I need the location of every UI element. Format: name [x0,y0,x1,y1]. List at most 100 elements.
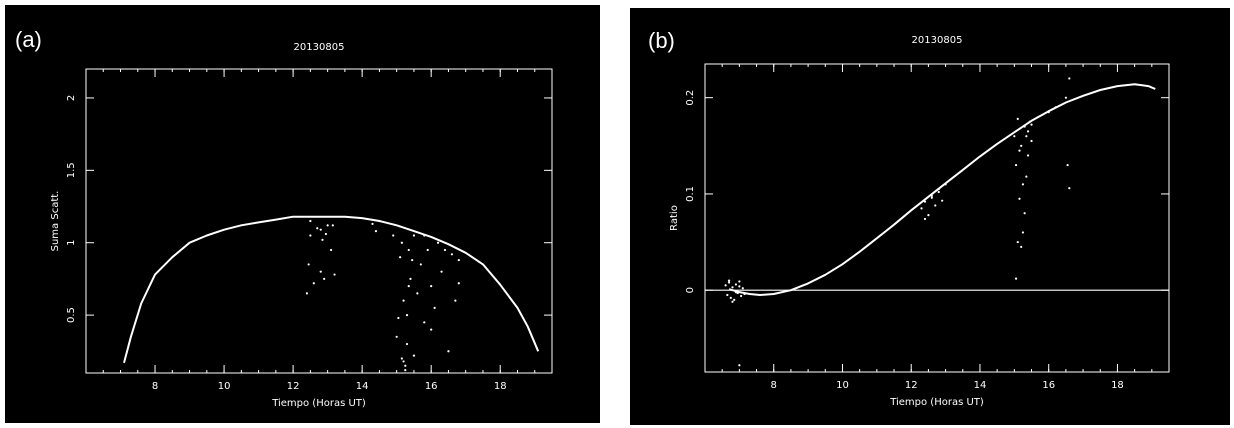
y-tick-label: 1.5 [66,162,77,178]
data-point [374,230,378,233]
data-point [944,183,947,186]
y-tick-label: 0.1 [685,186,696,202]
data-point [743,292,746,296]
data-point [739,294,743,298]
data-point [1068,77,1071,80]
data-point [1020,245,1023,248]
data-point [941,199,944,202]
data-point [726,293,729,297]
data-point [920,207,923,210]
data-point [1068,187,1071,190]
data-point [307,263,310,266]
data-point [1016,240,1019,244]
data-point [1028,120,1031,123]
data-point [411,258,414,262]
chart-title: 20130805 [912,35,963,46]
data-point [316,227,319,230]
data-point [1021,231,1025,234]
data-point [733,298,736,301]
data-point [329,248,333,252]
data-point [319,228,322,231]
data-point [402,299,405,302]
series-line [123,215,540,364]
data-point [371,222,374,225]
data-point [312,282,315,285]
data-point [1021,183,1025,186]
data-point [321,238,324,241]
data-point [729,296,732,299]
data-point [447,350,450,353]
data-point [1018,149,1021,152]
x-axis-label: Tiempo (Horas UT) [271,398,366,409]
data-point [423,234,426,237]
data-point [1066,163,1069,167]
data-point [309,219,312,223]
x-tick-label: 10 [836,380,849,391]
chart-a: 8 10 12 14 16 18 0.5 1 1.5 2 20130805 Tiempo (Horas… [50,42,553,409]
chart-b: 8 10 12 14 16 18 0 0.1 0.2 20130805 Tiempo (Horas … [669,35,1170,408]
data-point [319,270,322,273]
data-point [727,279,731,282]
panel-letter-b: (b) [648,28,675,53]
data-point [1026,154,1030,157]
data-point [412,354,416,357]
data-point [412,234,416,237]
y-tick-label: 0 [685,287,696,293]
data-point [1016,117,1019,120]
data-point [1030,123,1033,126]
x-tick-label: 18 [1111,380,1124,391]
data-point [1064,96,1067,99]
data-point [457,258,460,262]
data-point [309,234,312,237]
data-point [323,277,326,281]
y-tick-label: 0.2 [685,90,696,106]
data-point [416,292,419,295]
data-point [404,369,407,372]
data-point [930,196,933,199]
data-point [450,253,453,256]
data-point [923,200,927,203]
data-point [1018,197,1021,200]
chart-title: 20130805 [294,42,345,53]
data-point [400,357,403,360]
data-point [1014,163,1018,167]
data-point [738,285,741,288]
data-point [1014,277,1018,280]
data-point [436,241,440,244]
plot-frame [85,68,553,374]
data-point [1025,135,1028,138]
data-point [392,234,395,237]
data-point [741,287,744,290]
data-point [734,283,738,286]
data-point [405,313,409,317]
data-point [305,292,309,295]
x-tick-label: 14 [974,380,987,391]
series-line [728,83,1156,296]
y-tick-label: 0.5 [66,307,77,323]
data-point [454,299,457,302]
data-point [378,219,381,223]
data-point [402,360,405,363]
data-point [1026,130,1030,133]
y-tick-label: 1 [66,240,77,246]
data-point [397,316,400,320]
chart-panel-b: (b) 8 10 12 14 16 18 0 0.1 0.2 20130805 Tiempo (Ho… [630,8,1230,425]
data-point [731,286,734,289]
data-point [1047,111,1050,114]
data-point [1054,106,1057,109]
y-axis-label: Ratio [669,205,680,231]
x-tick-label: 8 [152,381,158,392]
x-tick-label: 8 [771,380,777,391]
data-point [440,270,443,273]
chart-panel-a: (a) 8 10 12 14 16 18 0.5 1 1.5 2 20130805 Tiempo (H… [5,5,600,423]
data-point [1020,144,1023,147]
data-point [1023,212,1026,215]
data-point [934,204,937,207]
data-point [731,300,734,303]
data-point [395,335,398,338]
data-point [333,273,336,276]
x-tick-label: 16 [425,381,438,392]
x-tick-label: 12 [905,380,918,391]
data-point [404,364,407,367]
data-point [331,224,334,227]
